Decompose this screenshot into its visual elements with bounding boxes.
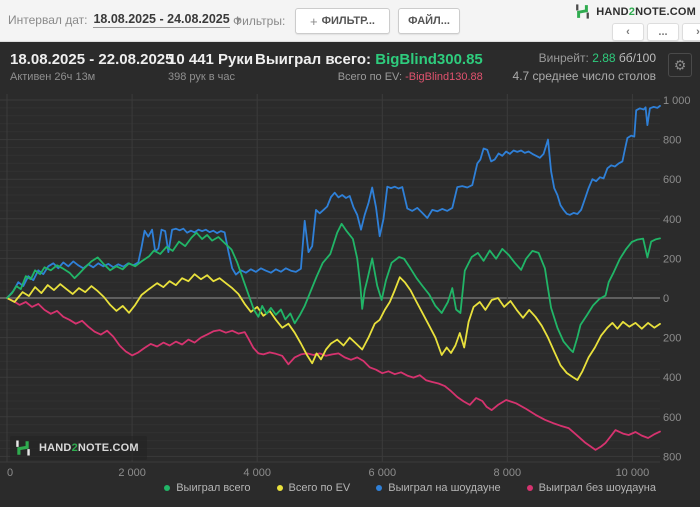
chevron-down-icon[interactable]: ▾ <box>235 14 241 26</box>
brand-text: HAND2NOTE.COM <box>596 5 696 18</box>
legend-item-non-showdown[interactable]: Выиграл без шоудауна <box>526 482 656 494</box>
svg-text:400: 400 <box>663 372 681 384</box>
svg-text:200: 200 <box>663 333 681 345</box>
svg-text:600: 600 <box>663 174 681 186</box>
legend-item-ev[interactable]: Всего по EV <box>276 482 351 494</box>
legend-item-won-total[interactable]: Выиграл всего <box>164 482 251 494</box>
winrate-value: 2.88 <box>592 51 616 65</box>
won-total-label: Выиграл всего: <box>255 51 372 68</box>
report-nav: ‹ ... › <box>612 23 700 41</box>
hands-count: 10 441 Руки <box>168 51 254 68</box>
ev-label: Всего по EV: <box>337 71 403 83</box>
svg-text:1 000: 1 000 <box>663 95 691 107</box>
winrate-label: Винрейт: <box>538 51 589 65</box>
legend-item-showdown[interactable]: Выиграл на шоудауне <box>376 482 501 494</box>
legend-label: Выиграл всего <box>176 482 251 494</box>
settings-button[interactable]: ⚙ <box>668 53 692 77</box>
gear-icon: ⚙ <box>673 56 687 73</box>
avg-tables: 4.7 среднее число столов <box>512 69 656 83</box>
filters-label: Фильтры: <box>233 14 286 28</box>
file-button[interactable]: ФАЙЛ... <box>398 8 460 34</box>
winrate-units: бб/100 <box>618 51 656 65</box>
svg-text:600: 600 <box>663 412 681 424</box>
hand2note-logo-icon <box>576 4 590 19</box>
svg-text:800: 800 <box>663 135 681 147</box>
legend-dot-yellow <box>276 485 283 491</box>
session-summary: 18.08.2025 - 22.08.2025 Активен 26ч 13м … <box>0 42 700 88</box>
chart-legend: Выиграл всего Всего по EV Выиграл на шоу… <box>0 482 656 494</box>
hands-per-hour: 398 рук в час <box>168 71 236 83</box>
next-button[interactable]: › <box>682 23 700 41</box>
svg-text:2 000: 2 000 <box>118 467 146 479</box>
legend-label: Выиграл без шоудауна <box>538 482 656 494</box>
svg-text:10 000: 10 000 <box>616 467 650 479</box>
session-date-range: 18.08.2025 - 22.08.2025 <box>10 51 174 68</box>
chart-watermark: HAND2NOTE.COM <box>10 436 147 460</box>
active-time: Активен 26ч 13м <box>10 71 96 83</box>
legend-dot-pink <box>526 485 533 491</box>
legend-label: Всего по EV <box>288 482 351 494</box>
legend-dot-green <box>164 485 171 491</box>
svg-text:200: 200 <box>663 253 681 265</box>
hand2note-brand: HAND2NOTE.COM <box>574 3 696 20</box>
add-filter-button[interactable]: + ФИЛЬТР... <box>295 8 390 34</box>
svg-text:800: 800 <box>663 451 681 463</box>
file-button-label: ФАЙЛ... <box>408 15 450 27</box>
ev-value: -BigBlind130.88 <box>405 71 483 83</box>
toolbar: Интервал дат: 18.08.2025 - 24.08.2025 ▾ … <box>0 0 700 42</box>
svg-text:0: 0 <box>663 293 669 305</box>
interval-label: Интервал дат: <box>8 13 88 27</box>
watermark-text: HAND2NOTE.COM <box>39 442 139 454</box>
svg-text:6 000: 6 000 <box>369 467 397 479</box>
won-total-value: BigBlind300.85 <box>375 51 483 68</box>
more-button[interactable]: ... <box>647 23 679 41</box>
svg-text:4 000: 4 000 <box>243 467 271 479</box>
svg-text:8 000: 8 000 <box>494 467 522 479</box>
svg-text:400: 400 <box>663 214 681 226</box>
date-range-selector[interactable]: 18.08.2025 - 24.08.2025 <box>93 12 230 28</box>
plus-icon: + <box>310 13 318 29</box>
legend-label: Выиграл на шоудауне <box>388 482 501 494</box>
prev-button[interactable]: ‹ <box>612 23 644 41</box>
hand2note-logo-icon <box>16 440 30 456</box>
winnings-chart: 1 000 800 600 400 200 0 200 400 600 800 0 2 000 4 00… <box>0 88 700 483</box>
winnings-chart-canvas: 1 000 800 600 400 200 0 200 400 600 800 0 2 000 4 00… <box>0 88 700 483</box>
svg-text:0: 0 <box>7 467 13 479</box>
legend-dot-blue <box>376 485 383 491</box>
add-filter-label: ФИЛЬТР... <box>321 15 375 27</box>
